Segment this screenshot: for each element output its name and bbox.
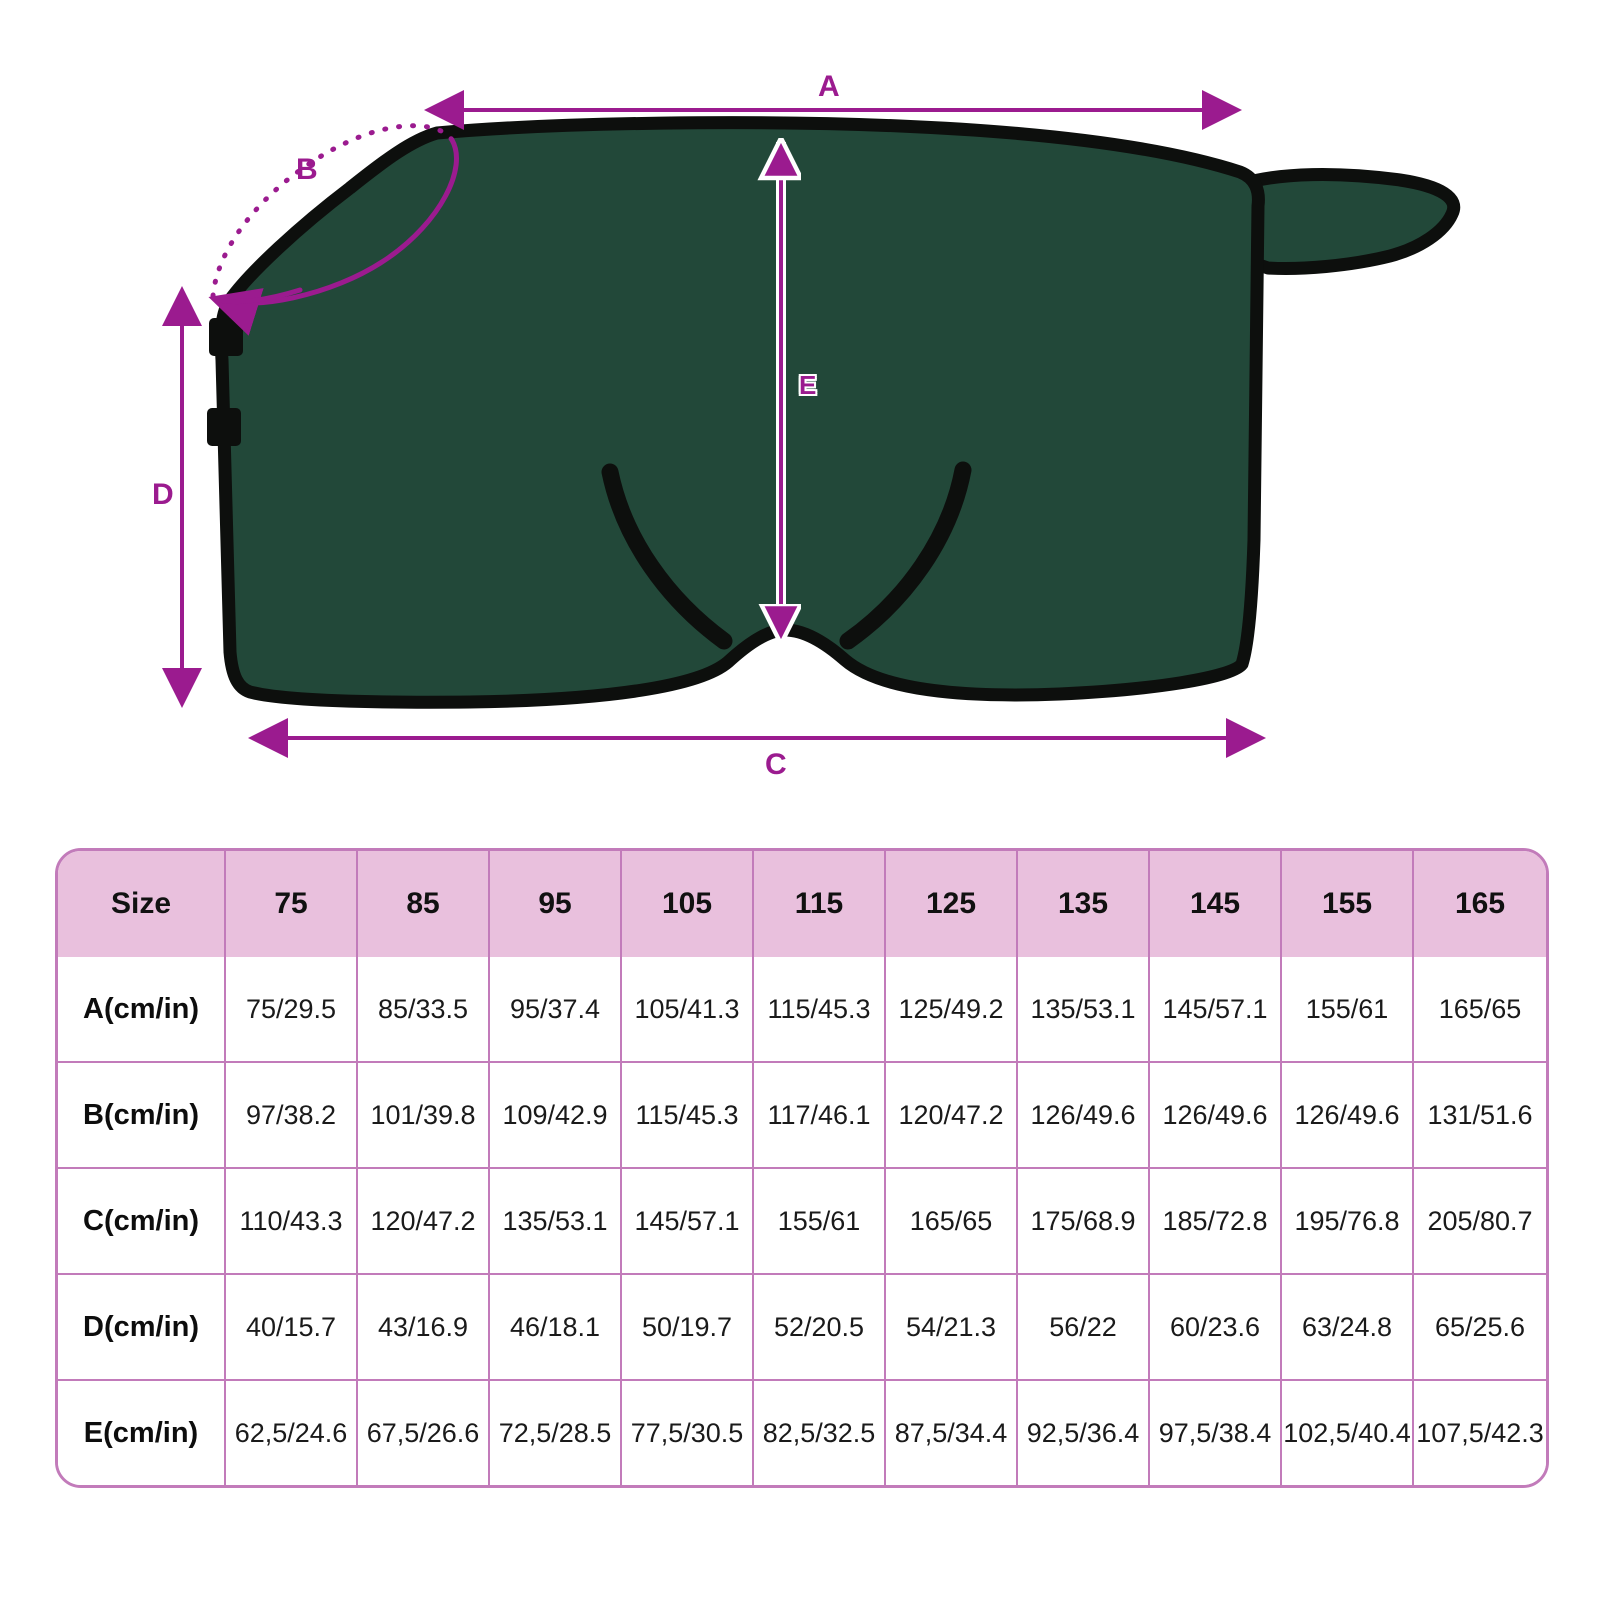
table-cell: 101/39.8 bbox=[358, 1063, 490, 1169]
table-header-cell-size-165: 165 bbox=[1414, 851, 1546, 957]
table-header-cell-size-105: 105 bbox=[622, 851, 754, 957]
table-row-label: B(cm/in) bbox=[58, 1063, 226, 1169]
table-cell: 175/68.9 bbox=[1018, 1169, 1150, 1275]
table-cell: 77,5/30.5 bbox=[622, 1381, 754, 1485]
horse-rug-illustration bbox=[162, 90, 1461, 758]
table-cell: 117/46.1 bbox=[754, 1063, 886, 1169]
table-cell: 126/49.6 bbox=[1282, 1063, 1414, 1169]
table-cell: 95/37.4 bbox=[490, 957, 622, 1063]
table-cell: 135/53.1 bbox=[1018, 957, 1150, 1063]
table-cell: 131/51.6 bbox=[1414, 1063, 1546, 1169]
rug-body-group bbox=[207, 116, 1461, 709]
table-row-label: C(cm/in) bbox=[58, 1169, 226, 1275]
table-cell: 54/21.3 bbox=[886, 1275, 1018, 1381]
table-cell: 195/76.8 bbox=[1282, 1169, 1414, 1275]
table-row: C(cm/in) 110/43.3 120/47.2 135/53.1 145/57.1… bbox=[58, 1169, 1546, 1275]
table-cell: 52/20.5 bbox=[754, 1275, 886, 1381]
table-cell: 72,5/28.5 bbox=[490, 1381, 622, 1485]
table-cell: 67,5/26.6 bbox=[358, 1381, 490, 1485]
table-cell: 115/45.3 bbox=[754, 957, 886, 1063]
table-cell: 115/45.3 bbox=[622, 1063, 754, 1169]
table-cell: 145/57.1 bbox=[622, 1169, 754, 1275]
rug-buckle-strap-top bbox=[209, 318, 243, 356]
dimension-arc-b-tail bbox=[212, 287, 303, 305]
table-cell: 155/61 bbox=[1282, 957, 1414, 1063]
table-row: D(cm/in) 40/15.7 43/16.9 46/18.1 50/19.7 52/2… bbox=[58, 1275, 1546, 1381]
table-header-cell-size-95: 95 bbox=[490, 851, 622, 957]
rug-buckle-strap-bottom bbox=[207, 408, 241, 446]
table-cell: 135/53.1 bbox=[490, 1169, 622, 1275]
dimension-label-a: A bbox=[818, 70, 840, 103]
table-cell: 40/15.7 bbox=[226, 1275, 358, 1381]
rug-seam-left bbox=[601, 463, 733, 650]
dimension-arc-b bbox=[208, 137, 459, 336]
dimension-label-b: B bbox=[296, 153, 318, 186]
dimension-label-c: C bbox=[765, 748, 787, 781]
rug-seam-right bbox=[839, 461, 972, 650]
table-header-cell-size-115: 115 bbox=[754, 851, 886, 957]
measurement-diagram: A B C D E bbox=[152, 70, 1461, 781]
size-chart-container: Size 75 85 95 105 115 125 135 145 155 165 A(cm/in)… bbox=[55, 848, 1549, 1488]
dimension-label-d: D bbox=[152, 478, 174, 511]
table-cell: 102,5/40.4 bbox=[1282, 1381, 1414, 1485]
table-cell: 107,5/42.3 bbox=[1414, 1381, 1546, 1485]
table-cell: 92,5/36.4 bbox=[1018, 1381, 1150, 1485]
table-cell: 75/29.5 bbox=[226, 957, 358, 1063]
table-header-cell-size-85: 85 bbox=[358, 851, 490, 957]
table-header-cell-size-145: 145 bbox=[1150, 851, 1282, 957]
table-cell: 62,5/24.6 bbox=[226, 1381, 358, 1485]
table-cell: 120/47.2 bbox=[358, 1169, 490, 1275]
table-cell: 205/80.7 bbox=[1414, 1169, 1546, 1275]
table-cell: 120/47.2 bbox=[886, 1063, 1018, 1169]
table-cell: 85/33.5 bbox=[358, 957, 490, 1063]
table-cell: 60/23.6 bbox=[1150, 1275, 1282, 1381]
table-cell: 126/49.6 bbox=[1150, 1063, 1282, 1169]
rug-main-body bbox=[214, 116, 1265, 709]
table-cell: 110/43.3 bbox=[226, 1169, 358, 1275]
table-cell: 125/49.2 bbox=[886, 957, 1018, 1063]
table-cell: 46/18.1 bbox=[490, 1275, 622, 1381]
dimension-dotted-b bbox=[210, 123, 455, 299]
table-row: B(cm/in) 97/38.2 101/39.8 109/42.9 115/45.3 1… bbox=[58, 1063, 1546, 1169]
size-chart-table: Size 75 85 95 105 115 125 135 145 155 165 A(cm/in)… bbox=[55, 848, 1549, 1488]
table-cell: 97/38.2 bbox=[226, 1063, 358, 1169]
table-cell: 145/57.1 bbox=[1150, 957, 1282, 1063]
table-cell: 109/42.9 bbox=[490, 1063, 622, 1169]
table-header-cell-size-75: 75 bbox=[226, 851, 358, 957]
table-cell: 50/19.7 bbox=[622, 1275, 754, 1381]
table-cell: 165/65 bbox=[1414, 957, 1546, 1063]
table-cell: 165/65 bbox=[886, 1169, 1018, 1275]
dimension-label-e: E bbox=[799, 370, 817, 400]
table-cell: 56/22 bbox=[1018, 1275, 1150, 1381]
table-row: E(cm/in) 62,5/24.6 67,5/26.6 72,5/28.5 77,5/… bbox=[58, 1381, 1546, 1485]
table-header-cell-size-135: 135 bbox=[1018, 851, 1150, 957]
table-row-label: A(cm/in) bbox=[58, 957, 226, 1063]
table-cell: 82,5/32.5 bbox=[754, 1381, 886, 1485]
table-cell: 155/61 bbox=[754, 1169, 886, 1275]
table-cell: 63/24.8 bbox=[1282, 1275, 1414, 1381]
table-cell: 87,5/34.4 bbox=[886, 1381, 1018, 1485]
table-header-row: Size 75 85 95 105 115 125 135 145 155 165 bbox=[58, 851, 1546, 957]
table-cell: 97,5/38.4 bbox=[1150, 1381, 1282, 1485]
table-cell: 185/72.8 bbox=[1150, 1169, 1282, 1275]
table-cell: 105/41.3 bbox=[622, 957, 754, 1063]
table-row-label: D(cm/in) bbox=[58, 1275, 226, 1381]
table-header-cell-size-125: 125 bbox=[886, 851, 1018, 957]
table-cell: 126/49.6 bbox=[1018, 1063, 1150, 1169]
rug-tail-flap bbox=[1231, 168, 1461, 275]
table-cell: 43/16.9 bbox=[358, 1275, 490, 1381]
table-row-label: E(cm/in) bbox=[58, 1381, 226, 1485]
table-cell: 65/25.6 bbox=[1414, 1275, 1546, 1381]
table-header-cell-size-155: 155 bbox=[1282, 851, 1414, 957]
table-row: A(cm/in) 75/29.5 85/33.5 95/37.4 105/41.3 115… bbox=[58, 957, 1546, 1063]
table-header-cell-size: Size bbox=[58, 851, 226, 957]
table-body: A(cm/in) 75/29.5 85/33.5 95/37.4 105/41.3 115… bbox=[58, 957, 1546, 1485]
table-header: Size 75 85 95 105 115 125 135 145 155 165 bbox=[58, 851, 1546, 957]
